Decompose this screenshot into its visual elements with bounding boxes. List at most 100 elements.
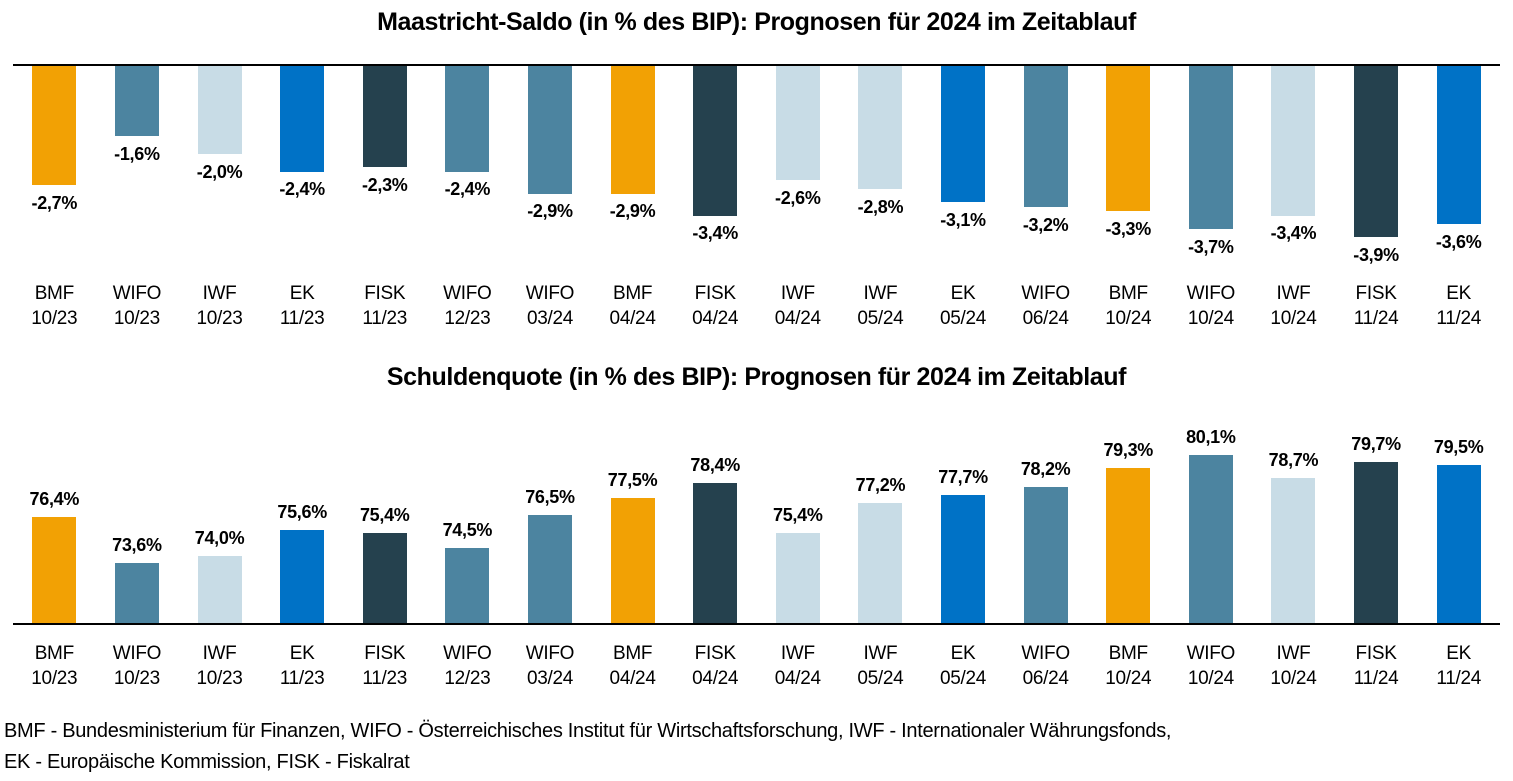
category-date-label: 06/24: [1022, 308, 1069, 329]
category-org-label: WIFO: [1021, 643, 1070, 664]
category-label: EK 05/24: [922, 281, 1005, 331]
bar-column: -2,0%: [178, 66, 261, 266]
category-org-label: WIFO: [443, 643, 492, 664]
wifo-forecast-bar: [445, 548, 490, 623]
value-label: 79,5%: [1433, 436, 1484, 457]
bmf-forecast-bar: [610, 498, 655, 623]
wifo-forecast-bar: [527, 514, 572, 623]
category-label: FISK 11/23: [343, 641, 426, 691]
bar-column: 77,5%: [591, 410, 674, 623]
value-label: 76,5%: [525, 486, 575, 507]
category-label: WIFO 06/24: [1004, 281, 1087, 331]
bar-column: -2,8%: [839, 66, 922, 266]
category-org-label: IWF: [202, 643, 237, 664]
category-org-label: WIFO: [1021, 283, 1070, 304]
category-org-label: EK: [1446, 283, 1472, 304]
category-label: WIFO 10/23: [96, 281, 179, 331]
category-label: IWF 10/24: [1252, 281, 1335, 331]
category-date-label: 04/24: [609, 308, 656, 329]
bar-column: -3,9%: [1335, 66, 1418, 266]
category-date-label: 05/24: [939, 308, 987, 329]
category-org-label: IWF: [202, 283, 237, 304]
category-label: FISK 11/24: [1335, 281, 1418, 331]
value-label: -3,7%: [1188, 236, 1234, 257]
iwf-forecast-bar: [775, 533, 820, 623]
category-label: EK 11/23: [261, 281, 344, 331]
category-label: BMF 10/23: [13, 281, 96, 331]
bmf-forecast-bar: [610, 66, 655, 194]
bar-column: 75,4%: [343, 410, 426, 623]
legend-line-2: EK - Europäische Kommission, FISK - Fisk…: [4, 751, 410, 773]
category-org-label: EK: [950, 283, 976, 304]
category-date-label: 11/23: [362, 668, 408, 689]
category-date-label: 04/24: [774, 308, 821, 329]
category-date-label: 10/23: [196, 308, 243, 329]
category-date-label: 10/24: [1105, 668, 1152, 689]
chart-title: Schuldenquote (in % des BIP): Prognosen …: [386, 363, 1127, 391]
fisk-forecast-bar: [693, 483, 738, 623]
category-label: FISK 11/23: [343, 281, 426, 331]
category-date-label: 10/24: [1270, 668, 1317, 689]
category-org-label: IWF: [863, 643, 898, 664]
category-label: IWF 04/24: [756, 281, 839, 331]
category-org-label: FISK: [694, 643, 736, 664]
category-label: FISK 04/24: [674, 281, 757, 331]
category-org-label: FISK: [364, 283, 406, 304]
ek-forecast-bar: [1436, 66, 1481, 225]
wifo-forecast-bar: [527, 66, 572, 194]
ek-forecast-bar: [941, 66, 985, 203]
category-org-label: WIFO: [112, 283, 162, 304]
category-date-label: 10/23: [113, 668, 160, 689]
bar-column: -2,4%: [426, 66, 509, 266]
category-label: IWF 10/24: [1252, 641, 1335, 691]
category-org-label: WIFO: [1186, 283, 1236, 304]
value-label: 79,3%: [1103, 440, 1153, 461]
ek-forecast-bar: [280, 66, 325, 172]
value-label: -2,4%: [444, 179, 491, 200]
category-date-label: 03/24: [526, 308, 573, 329]
ek-forecast-bar: [1436, 464, 1481, 623]
category-org-label: BMF: [1108, 283, 1149, 304]
bar-column: 79,7%: [1335, 410, 1418, 623]
ek-forecast-bar: [941, 494, 985, 623]
category-org-label: WIFO: [525, 643, 575, 664]
wifo-forecast-bar: [114, 66, 159, 137]
fisk-forecast-bar: [1354, 461, 1399, 623]
category-org-label: IWF: [1276, 643, 1311, 664]
value-label: 75,6%: [277, 501, 327, 522]
category-org-label: IWF: [863, 283, 898, 304]
value-label: 77,7%: [938, 466, 988, 487]
category-label: IWF 05/24: [839, 641, 922, 691]
category-date-label: 10/24: [1105, 308, 1152, 329]
bar-column: -2,4%: [261, 66, 344, 266]
value-label: 78,7%: [1268, 450, 1319, 471]
bar-column: 78,4%: [674, 410, 757, 623]
category-label: EK 11/24: [1417, 641, 1500, 691]
value-label: -3,4%: [1270, 223, 1317, 244]
bmf-forecast-bar: [32, 516, 77, 623]
legend-line-1: BMF - Bundesministerium für Finanzen, WI…: [4, 720, 1172, 742]
iwf-forecast-bar: [197, 66, 242, 154]
category-label: WIFO 03/24: [509, 281, 592, 331]
value-label: -2,9%: [527, 201, 573, 222]
wifo-forecast-bar: [1023, 486, 1068, 623]
category-date-label: 05/24: [857, 308, 904, 329]
value-label: 74,5%: [442, 520, 493, 541]
value-label: 80,1%: [1186, 426, 1236, 447]
bar-column: -3,3%: [1087, 66, 1170, 266]
bar-column: 76,5%: [509, 410, 592, 623]
bar-column: -2,7%: [13, 66, 96, 266]
category-org-label: WIFO: [112, 643, 162, 664]
category-date-label: 10/24: [1187, 308, 1234, 329]
category-label: WIFO 06/24: [1004, 641, 1087, 691]
category-label: WIFO 10/24: [1170, 641, 1253, 691]
category-org-label: WIFO: [443, 283, 492, 304]
bar-column: 73,6%: [96, 410, 179, 623]
category-org-label: IWF: [780, 643, 815, 664]
bar-column: -3,7%: [1170, 66, 1253, 266]
plot-area: -2,7% -1,6% -2,0% -2,4% -2,3% -2,4% -2,9% -2,9%…: [13, 64, 1500, 266]
category-label: FISK 04/24: [674, 641, 757, 691]
category-date-label: 12/23: [444, 668, 491, 689]
category-label: BMF 10/23: [13, 641, 96, 691]
